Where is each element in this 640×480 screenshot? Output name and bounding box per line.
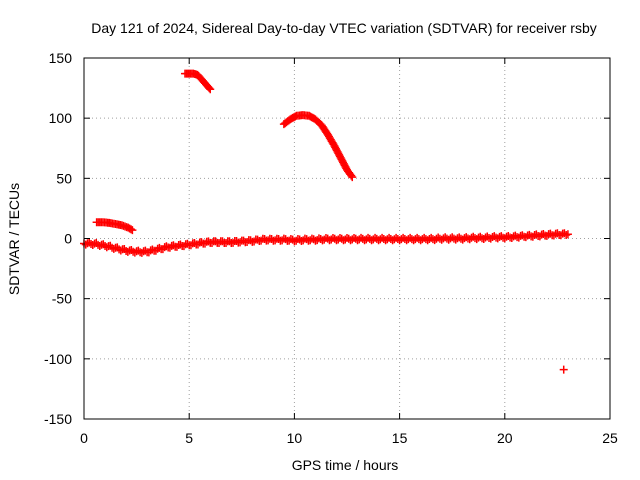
data-point <box>128 226 137 235</box>
series-arc-near-1h <box>92 218 137 235</box>
y-axis-label: SDTVAR / TECUs <box>6 183 22 295</box>
data-point <box>295 235 304 244</box>
chart-title: Day 121 of 2024, Sidereal Day-to-day VTE… <box>91 20 597 36</box>
x-tick-label: 25 <box>602 430 618 446</box>
series-arc-near-5h <box>180 69 215 94</box>
x-tick-label: 0 <box>80 430 88 446</box>
y-tick-label: 150 <box>49 50 73 66</box>
y-tick-label: -50 <box>52 291 72 307</box>
x-tick-label: 20 <box>497 430 513 446</box>
data-point <box>560 229 569 238</box>
data-point <box>126 225 135 234</box>
axis-ticks: 0 5 10 15 20 25 -150 -100 -50 0 50 100 150 <box>44 50 618 446</box>
y-tick-label: 50 <box>56 170 72 186</box>
x-axis-label: GPS time / hours <box>292 457 399 473</box>
y-tick-label: -150 <box>44 411 72 427</box>
data-point <box>206 85 215 94</box>
y-tick-label: 0 <box>64 231 72 247</box>
x-tick-label: 5 <box>185 430 193 446</box>
data-point <box>563 230 572 239</box>
y-tick-label: -100 <box>44 351 72 367</box>
data-point <box>347 171 356 180</box>
data-point <box>309 235 318 244</box>
x-tick-label: 10 <box>287 430 303 446</box>
series-arc-near-10h <box>279 111 357 182</box>
series-main-track <box>80 229 572 257</box>
data-point <box>253 235 262 244</box>
data-point <box>205 84 214 93</box>
data-point <box>348 173 357 182</box>
data-points <box>80 69 572 374</box>
data-point <box>155 243 164 252</box>
data-point <box>559 365 568 374</box>
x-tick-label: 15 <box>392 430 408 446</box>
y-tick-label: 100 <box>49 110 73 126</box>
data-point <box>492 233 501 242</box>
series-isolated-point <box>559 365 568 374</box>
